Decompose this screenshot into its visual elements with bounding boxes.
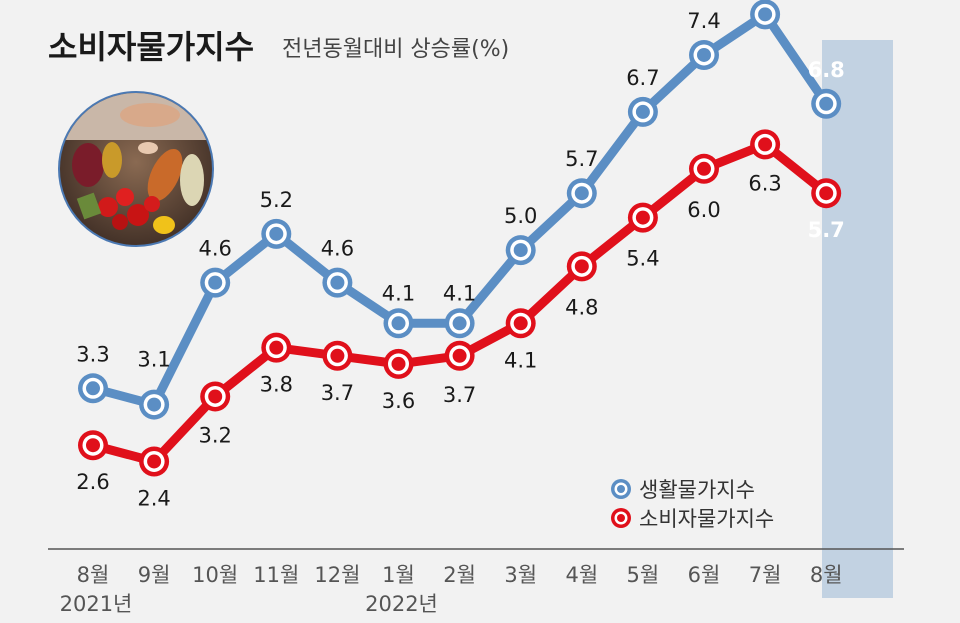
data-label: 3.7 [321, 381, 354, 405]
data-label: 4.1 [382, 281, 415, 305]
data-point [383, 308, 414, 339]
legend-label-living: 생활물가지수 [639, 478, 755, 502]
year-label: 2021년 [60, 592, 133, 616]
x-tick-label: 7월 [749, 563, 782, 587]
legend-item-living: 생활물가지수 [611, 478, 755, 502]
data-label: 5.0 [504, 204, 537, 228]
data-point [78, 430, 108, 461]
x-tick-label: 2월 [443, 563, 476, 587]
data-label: 5.4 [626, 247, 659, 271]
data-point [566, 251, 597, 282]
series-consumer [78, 129, 842, 477]
data-label: 4.6 [321, 237, 354, 261]
data-label: 4.1 [443, 281, 476, 305]
data-label: 6.3 [748, 171, 781, 195]
data-point [811, 88, 842, 119]
data-label: 4.8 [565, 295, 598, 319]
data-label: 3.7 [443, 383, 476, 407]
x-tick-label: 11월 [253, 563, 299, 587]
data-label: 5.2 [260, 188, 293, 212]
legend-label-consumer: 소비자물가지수 [639, 507, 774, 531]
x-tick-label: 6월 [688, 563, 721, 587]
data-label: 6.7 [626, 66, 659, 90]
data-label: 2.6 [76, 470, 109, 494]
x-tick-label: 5월 [627, 563, 660, 587]
highlight-band [822, 40, 893, 598]
data-point [444, 340, 475, 371]
data-label: 3.2 [198, 423, 231, 447]
data-point [322, 340, 353, 371]
data-label: 3.1 [137, 348, 170, 372]
x-tick-label: 10월 [192, 563, 238, 587]
data-label: 3.6 [382, 389, 415, 413]
data-point [627, 96, 658, 127]
x-tick-label: 4월 [565, 563, 598, 587]
series-living [78, 0, 842, 420]
legend: 생활물가지수 소비자물가지수 [611, 478, 774, 531]
x-tick-label: 8월 [810, 563, 843, 587]
data-point [200, 381, 231, 412]
chart-subtitle: 전년동월대비 상승률(%) [282, 37, 509, 62]
data-label: 5.7 [808, 218, 845, 242]
data-label: 4.6 [198, 237, 231, 261]
data-point [505, 308, 536, 339]
data-point [139, 389, 170, 420]
data-point [78, 373, 108, 404]
data-point [750, 0, 781, 30]
data-label: 7.4 [687, 9, 720, 33]
year-label: 2022년 [365, 592, 438, 616]
data-label: 3.3 [76, 342, 109, 366]
data-point [261, 332, 292, 363]
data-point [750, 129, 781, 160]
legend-item-consumer: 소비자물가지수 [611, 507, 774, 531]
data-point [811, 178, 842, 209]
data-point [322, 267, 353, 298]
chart-title: 소비자물가지수 [48, 28, 254, 66]
data-label: 4.1 [504, 348, 537, 372]
data-label: 2.4 [137, 486, 170, 510]
data-point [566, 178, 597, 209]
data-point [505, 235, 536, 266]
data-point [200, 267, 231, 298]
x-tick-label: 1월 [382, 563, 415, 587]
data-label: 6.8 [808, 58, 845, 82]
data-point [689, 39, 719, 70]
data-point [627, 202, 658, 233]
x-tick-label: 9월 [138, 563, 171, 587]
data-point [444, 308, 475, 339]
x-tick-label: 12월 [314, 563, 360, 587]
x-tick-label: 3월 [504, 563, 537, 587]
data-label: 5.7 [565, 147, 598, 171]
x-tick-label: 8월 [77, 563, 110, 587]
data-label: 3.8 [260, 373, 293, 397]
grocery-photo [58, 91, 214, 247]
data-point [689, 153, 719, 184]
data-point [261, 218, 292, 249]
data-label: 6.0 [687, 198, 720, 222]
data-point [383, 348, 414, 379]
data-point [139, 446, 170, 477]
